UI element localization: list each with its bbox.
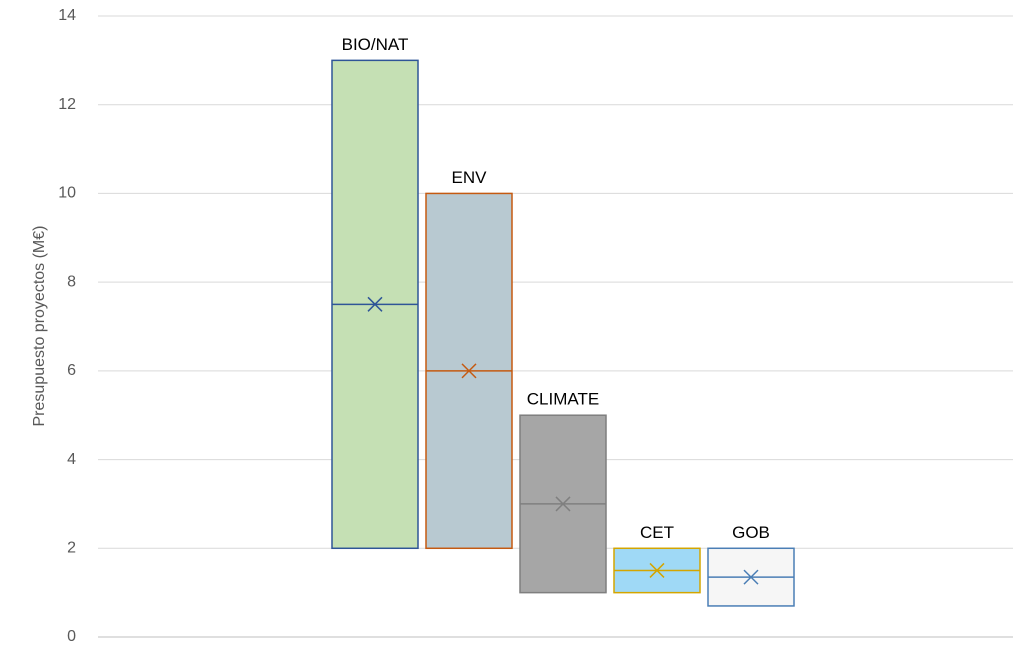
mean-marker xyxy=(367,296,383,312)
mean-marker xyxy=(743,569,759,585)
mean-marker xyxy=(555,496,571,512)
y-tick-label: 6 xyxy=(67,362,76,379)
y-tick-label: 14 xyxy=(58,7,76,24)
mean-marker xyxy=(649,562,665,578)
box-label: BIO/NAT xyxy=(342,35,409,54)
y-axis-label: Presupuesto proyectos (M€) xyxy=(31,226,48,427)
box-label: CET xyxy=(640,523,674,542)
box-label: GOB xyxy=(732,523,770,542)
y-tick-label: 4 xyxy=(67,451,76,468)
y-tick-label: 10 xyxy=(58,185,76,202)
y-tick-label: 0 xyxy=(67,628,76,645)
y-tick-label: 2 xyxy=(67,540,76,557)
box-label: CLIMATE xyxy=(527,390,599,409)
mean-marker xyxy=(461,363,477,379)
box-label: ENV xyxy=(452,168,488,187)
y-tick-label: 8 xyxy=(67,273,76,290)
y-tick-label: 12 xyxy=(58,96,76,113)
